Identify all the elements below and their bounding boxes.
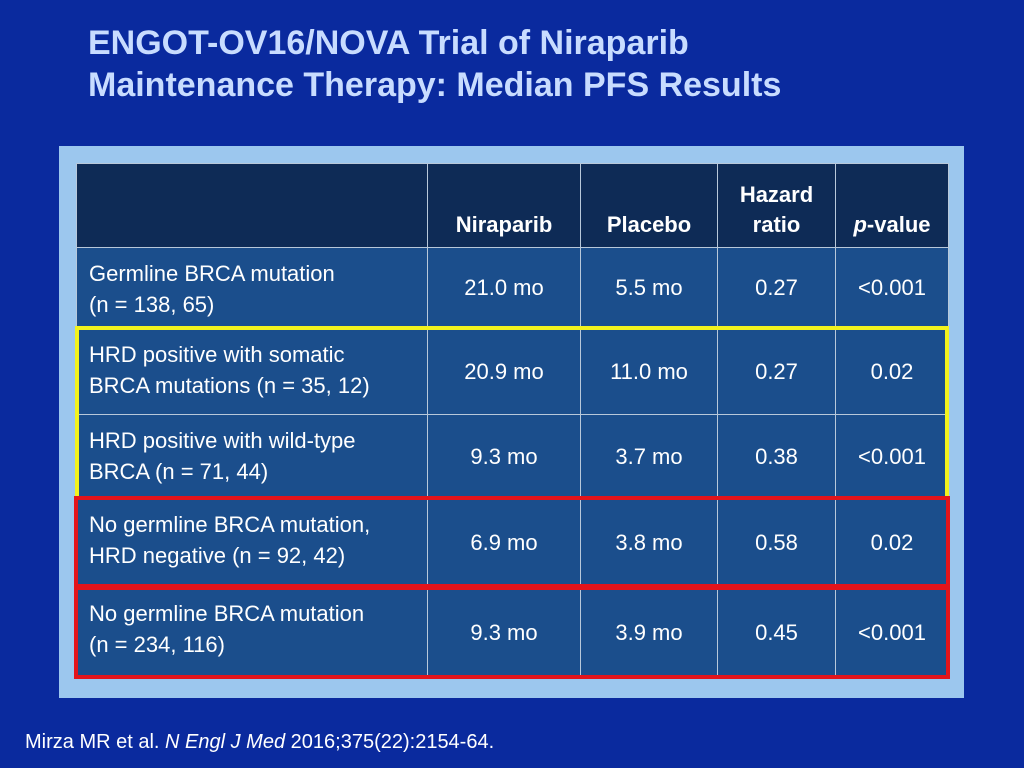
citation-details: 2016;375(22):2154-64.	[285, 731, 495, 753]
header-hazard-ratio-line-2: ratio	[752, 212, 801, 237]
hazard-ratio-value: 0.58	[717, 498, 836, 588]
row-label-line-1: No germline BRCA mutation	[89, 601, 365, 626]
hazard-ratio-value: 0.27	[717, 247, 836, 329]
table-row: No germline BRCA mutation, HRD negative …	[76, 498, 949, 588]
niraparib-value: 9.3 mo	[427, 414, 581, 499]
header-p-value-italic: p	[853, 212, 867, 237]
p-value: <0.001	[835, 414, 949, 499]
placebo-value: 3.7 mo	[580, 414, 718, 499]
row-label: No germline BRCA mutation, HRD negative …	[76, 498, 428, 588]
niraparib-value: 20.9 mo	[427, 328, 581, 415]
slide-title: ENGOT-OV16/NOVA Trial of Niraparib Maint…	[88, 22, 988, 106]
placebo-value: 11.0 mo	[580, 328, 718, 415]
header-hazard-ratio-line-1: Hazard	[739, 182, 814, 207]
table-header-row: Niraparib Placebo Hazard ratio p-value	[76, 163, 949, 248]
row-label: HRD positive with wild-type BRCA (n = 71…	[76, 414, 428, 499]
placebo-value: 3.9 mo	[580, 587, 718, 678]
row-label-line-1: Germline BRCA mutation	[89, 261, 335, 286]
citation-journal: N Engl J Med	[165, 731, 286, 753]
row-label-line-1: No germline BRCA mutation,	[89, 512, 371, 537]
row-label-line-1: HRD positive with somatic	[89, 342, 345, 367]
header-p-value: p-value	[835, 163, 949, 248]
p-value: 0.02	[835, 328, 949, 415]
row-label-line-2: (n = 138, 65)	[89, 292, 215, 317]
header-hazard-ratio: Hazard ratio	[717, 163, 836, 248]
hazard-ratio-value: 0.27	[717, 328, 836, 415]
hazard-ratio-value: 0.38	[717, 414, 836, 499]
niraparib-value: 9.3 mo	[427, 587, 581, 678]
citation-authors: Mirza MR et al.	[25, 731, 166, 753]
row-label-line-1: HRD positive with wild-type	[89, 428, 356, 453]
row-label-line-2: (n = 234, 116)	[89, 632, 225, 657]
row-label: HRD positive with somatic BRCA mutations…	[76, 328, 428, 415]
row-label-line-2: BRCA mutations (n = 35, 12)	[89, 373, 370, 398]
pfs-results-table: Niraparib Placebo Hazard ratio p-value G…	[76, 163, 949, 678]
p-value: 0.02	[835, 498, 949, 588]
table-row: Germline BRCA mutation (n = 138, 65) 21.…	[76, 247, 949, 329]
row-label: Germline BRCA mutation (n = 138, 65)	[76, 247, 428, 329]
citation: Mirza MR et al. N Engl J Med 2016;375(22…	[25, 730, 494, 754]
table-row: HRD positive with somatic BRCA mutations…	[76, 328, 949, 415]
header-p-value-rest: -value	[866, 212, 931, 237]
placebo-value: 3.8 mo	[580, 498, 718, 588]
row-label: No germline BRCA mutation (n = 234, 116)	[76, 587, 428, 678]
p-value: <0.001	[835, 247, 949, 329]
header-niraparib: Niraparib	[427, 163, 581, 248]
slide-title-line-2: Maintenance Therapy: Median PFS Results	[88, 66, 782, 104]
placebo-value: 5.5 mo	[580, 247, 718, 329]
row-label-line-2: BRCA (n = 71, 44)	[89, 459, 269, 484]
header-placebo: Placebo	[580, 163, 718, 248]
niraparib-value: 21.0 mo	[427, 247, 581, 329]
table-row: No germline BRCA mutation (n = 234, 116)…	[76, 587, 949, 678]
hazard-ratio-value: 0.45	[717, 587, 836, 678]
p-value: <0.001	[835, 587, 949, 678]
table-row: HRD positive with wild-type BRCA (n = 71…	[76, 414, 949, 499]
niraparib-value: 6.9 mo	[427, 498, 581, 588]
slide-title-line-1: ENGOT-OV16/NOVA Trial of Niraparib	[88, 24, 689, 62]
header-subgroup	[76, 163, 428, 248]
row-label-line-2: HRD negative (n = 92, 42)	[89, 543, 346, 568]
